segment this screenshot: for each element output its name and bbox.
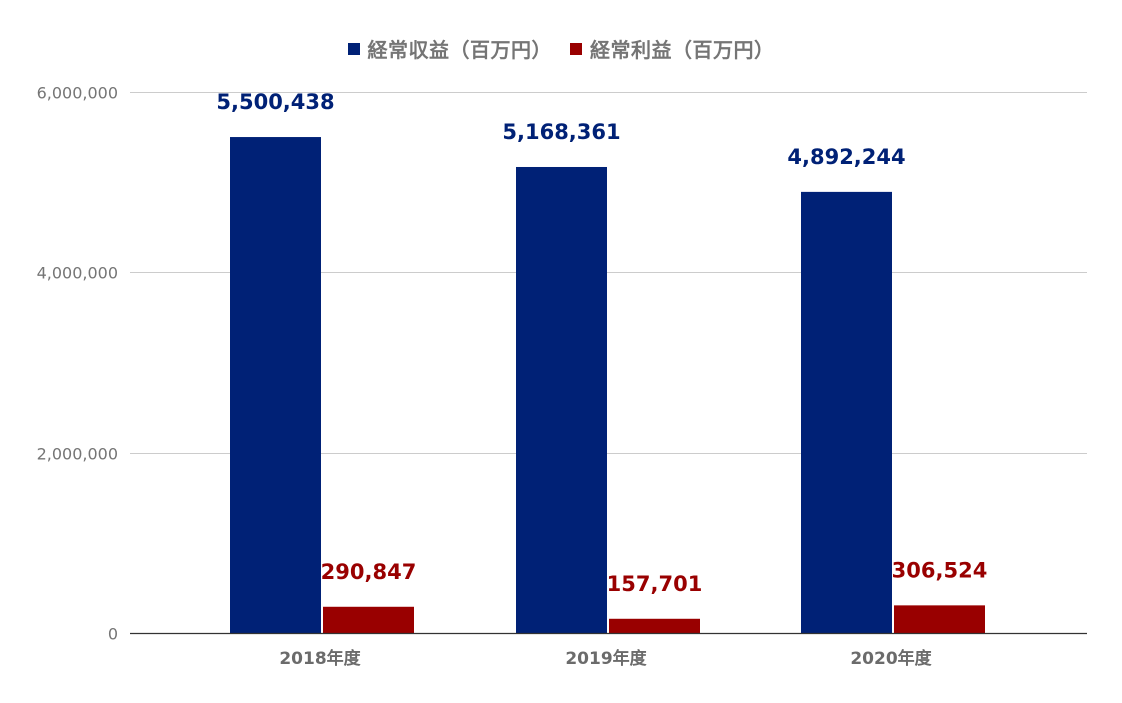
bar-revenue — [230, 137, 321, 634]
bar-profit — [894, 605, 985, 633]
legend-label-profit: 経常利益（百万円） — [590, 38, 775, 62]
x-category-label: 2019年度 — [565, 648, 647, 669]
y-tick-label: 0 — [108, 625, 118, 644]
bar-profit — [609, 618, 700, 633]
data-label-profit: 306,524 — [892, 558, 988, 582]
bar-revenue — [801, 191, 892, 633]
legend-item-profit: 経常利益（百万円） — [570, 34, 775, 63]
chart-legend: 経常収益（百万円） 経常利益（百万円） — [0, 34, 1122, 63]
data-label-profit: 157,701 — [607, 572, 703, 596]
y-tick-label: 2,000,000 — [37, 445, 118, 464]
x-category-label: 2020年度 — [850, 648, 932, 669]
y-tick-label: 4,000,000 — [37, 264, 118, 283]
legend-item-revenue: 経常収益（百万円） — [347, 34, 553, 63]
legend-swatch-profit — [570, 42, 582, 55]
data-label-revenue: 5,500,438 — [216, 90, 334, 114]
legend-swatch-revenue — [347, 42, 360, 55]
data-label-revenue: 5,168,361 — [502, 120, 620, 144]
bar-revenue — [516, 166, 607, 633]
x-category-label: 2018年度 — [279, 648, 361, 669]
legend-label-revenue: 経常収益（百万円） — [367, 38, 552, 62]
data-label-revenue: 4,892,244 — [787, 145, 905, 169]
data-label-profit: 290,847 — [321, 560, 417, 584]
y-tick-label: 6,000,000 — [37, 84, 118, 103]
bar-profit — [323, 606, 414, 633]
